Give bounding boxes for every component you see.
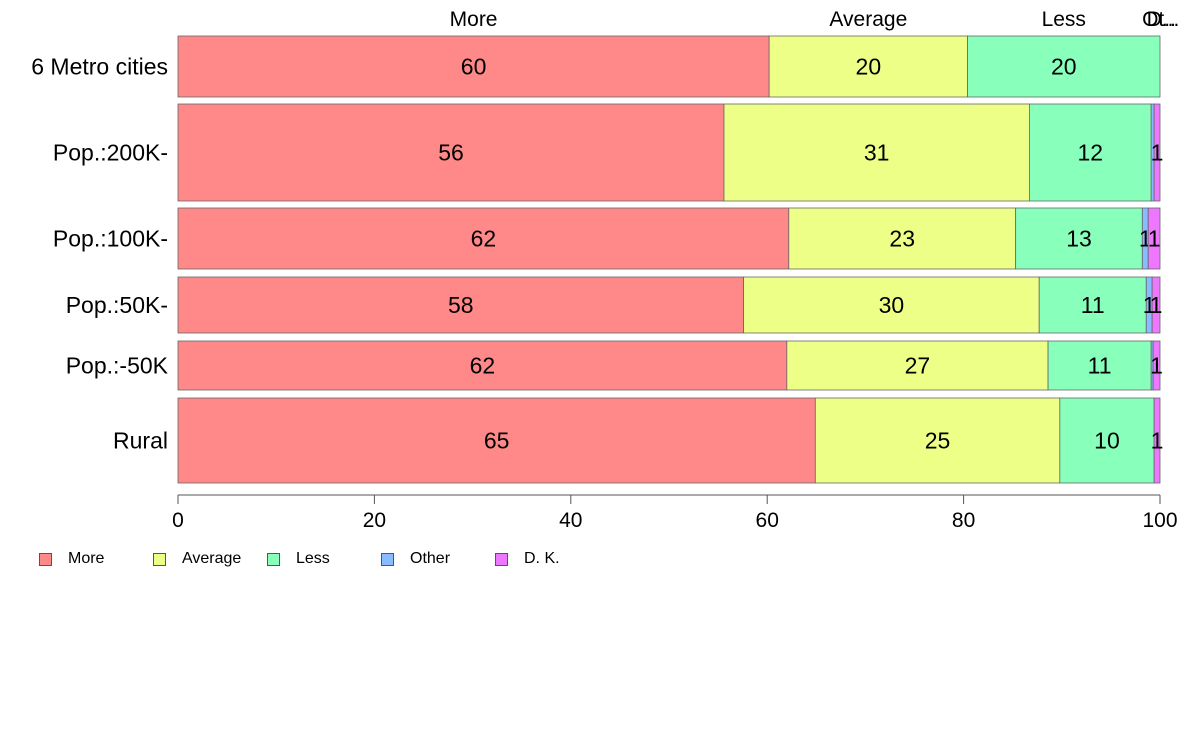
bar-segment <box>177 397 816 484</box>
bar-value-label: 1 <box>1148 226 1161 252</box>
legend-swatch <box>381 552 394 566</box>
category-label: Rural <box>113 428 168 454</box>
legend-label: Other <box>410 550 451 567</box>
category-label: Pop.:-50K <box>66 353 169 379</box>
bar-value-label: 20 <box>856 54 882 80</box>
bar-value-label: 1 <box>1150 353 1163 379</box>
series-top-label: Less <box>1042 8 1086 31</box>
bar-value-label: 58 <box>448 292 474 318</box>
bar-segment <box>1015 207 1143 270</box>
bar-segment <box>177 207 790 270</box>
category-label: Pop.:50K- <box>66 292 168 318</box>
legend-swatch <box>495 552 508 566</box>
bar-segment <box>1151 276 1161 334</box>
bar-value-label: 12 <box>1077 140 1103 166</box>
bar-segment <box>788 207 1017 270</box>
bar-segment <box>814 397 1061 484</box>
bar-segment <box>1028 103 1152 202</box>
bar-segment <box>177 103 725 202</box>
x-tick-label: 40 <box>559 509 582 532</box>
bar-value-label: 27 <box>905 353 931 379</box>
bar-value-label: 1 <box>1151 428 1164 454</box>
bar-value-label: 23 <box>889 226 915 252</box>
legend-item: Other <box>381 550 450 568</box>
bar-segment <box>768 35 968 98</box>
bar-value-label: 1 <box>1151 140 1164 166</box>
bar-value-label: 11 <box>1081 292 1105 318</box>
category-label: 6 Metro cities <box>31 54 168 80</box>
bar-segment <box>743 276 1040 334</box>
bar-segment <box>1147 207 1161 270</box>
bar-value-label: 11 <box>1088 353 1112 379</box>
bar-value-label: 30 <box>879 292 905 318</box>
bar-value-label: 62 <box>471 226 497 252</box>
legend-item: Average <box>153 550 241 568</box>
legend-item: Less <box>267 550 330 568</box>
legend-swatch <box>39 552 52 566</box>
bar-segment <box>177 340 788 391</box>
legend-item: More <box>39 550 104 568</box>
legend-swatch <box>153 552 166 566</box>
bar-segment <box>723 103 1030 202</box>
bar-value-label: 56 <box>438 140 464 166</box>
x-tick-label: 100 <box>1142 509 1177 532</box>
bar-value-label: 10 <box>1094 428 1120 454</box>
bar-segment <box>1038 276 1147 334</box>
bar-segment <box>786 340 1049 391</box>
legend-label: Average <box>182 550 242 567</box>
bar-value-label: 62 <box>470 353 496 379</box>
series-top-label: Ot.. <box>1142 8 1176 31</box>
bar-segment <box>1152 340 1161 391</box>
series-top-label: D... <box>1147 8 1180 31</box>
series-top-label: More <box>450 8 498 31</box>
bar-value-label: 13 <box>1066 226 1092 252</box>
bar-value-label: 65 <box>484 428 510 454</box>
bar-value-label: 31 <box>864 140 890 166</box>
legend-item: D. K. <box>495 550 560 568</box>
bar-segment <box>1153 103 1161 202</box>
legend-swatch <box>267 552 280 566</box>
bar-segment <box>177 35 770 98</box>
bar-segment <box>177 276 745 334</box>
x-tick-label: 80 <box>952 509 975 532</box>
x-tick-label: 20 <box>363 509 386 532</box>
bar-segment <box>1059 397 1155 484</box>
bar-segment <box>1153 397 1161 484</box>
x-tick-label: 0 <box>172 509 184 532</box>
legend-label: D. K. <box>524 550 560 567</box>
category-label: Pop.:200K- <box>53 140 168 166</box>
legend-label: Less <box>296 550 330 567</box>
legend-label: More <box>68 550 105 567</box>
chart-legend: More Average Less Other D. K. <box>39 550 639 568</box>
series-top-label: Average <box>829 8 907 31</box>
bar-value-label: 60 <box>461 54 487 80</box>
x-tick-label: 60 <box>756 509 779 532</box>
bar-segment <box>1047 340 1152 391</box>
category-label: Pop.:100K- <box>53 226 168 252</box>
bar-value-label: 25 <box>925 428 951 454</box>
bar-value-label: 20 <box>1051 54 1077 80</box>
bar-segment <box>967 35 1161 98</box>
bar-value-label: 1 <box>1150 292 1163 318</box>
